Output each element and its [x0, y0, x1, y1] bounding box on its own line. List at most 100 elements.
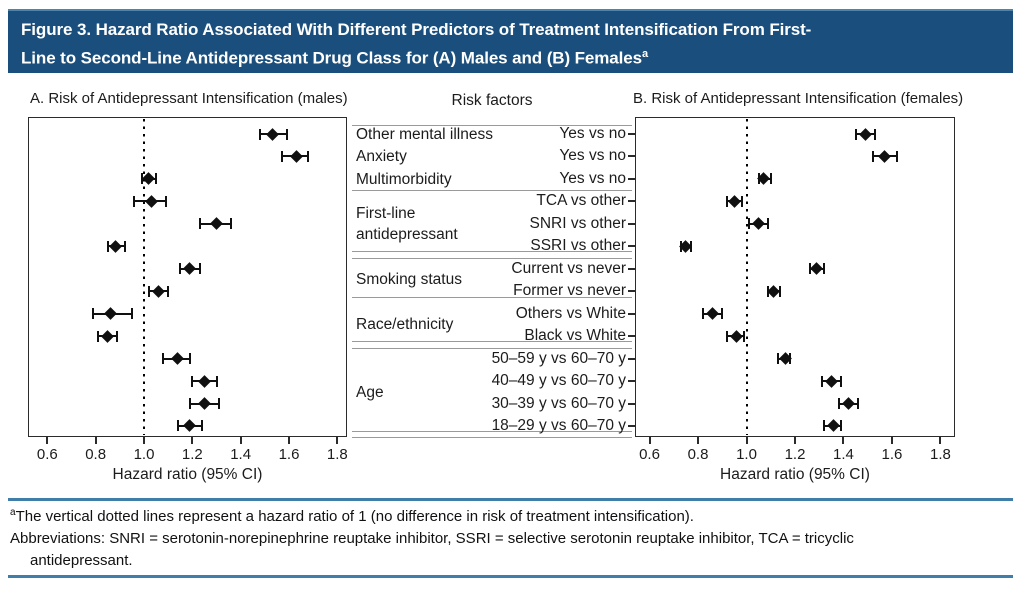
group-separator	[352, 125, 632, 126]
ci-cap-right	[767, 218, 770, 230]
ci-cap-left	[280, 150, 283, 162]
axis-tick-label: 1.0	[133, 446, 155, 463]
ci-cap-right	[840, 420, 843, 432]
ci-cap-right	[721, 308, 724, 320]
ci-cap-right	[217, 398, 220, 410]
comparator-label: 18–29 y vs 60–70 y	[491, 416, 626, 434]
axis-tick	[94, 437, 97, 444]
comparator-label: TCA vs other	[536, 192, 626, 210]
ci-cap-left	[147, 285, 150, 297]
comparator-label: Former vs never	[513, 282, 626, 300]
axis-tick	[288, 437, 290, 444]
ci-cap-right	[895, 150, 898, 162]
ci-cap-right	[188, 353, 191, 365]
axis-tick-label: 0.8	[85, 446, 107, 463]
ci-cap-left	[823, 420, 826, 432]
row-tick	[628, 267, 635, 270]
figure-title-line2: Line to Second-Line Antidepressant Drug …	[21, 42, 1013, 71]
comparator-label: Current vs never	[511, 259, 626, 277]
ci-cap-left	[701, 308, 704, 320]
ci-cap-right	[167, 285, 170, 297]
panel-a-title: A. Risk of Antidepressant Intensificatio…	[30, 90, 348, 107]
risk-factor-label: Multimorbidity	[356, 170, 452, 188]
ci-cap-right	[155, 173, 158, 185]
ci-cap-left	[133, 195, 136, 207]
group-separator	[352, 251, 632, 252]
ci-cap-left	[162, 353, 165, 365]
row-tick	[628, 177, 635, 180]
footnote-superscript: a	[10, 507, 16, 518]
comparator-label: SSRI vs other	[530, 237, 626, 255]
ci-cap-right	[779, 285, 782, 297]
group-separator	[352, 190, 632, 191]
axis-tick	[939, 437, 942, 444]
group-separator	[352, 347, 632, 349]
panel-a-xaxis-label: Hazard ratio (95% CI)	[112, 466, 263, 483]
row-tick	[628, 357, 635, 360]
ci-cap-left	[176, 420, 179, 432]
row-tick	[628, 245, 635, 248]
axis-tick-label: 1.0	[736, 446, 757, 463]
row-tick	[628, 312, 635, 315]
footnote-line3: antidepressant.	[30, 552, 133, 569]
risk-factor-label: Other mental illness	[356, 126, 493, 143]
axis-tick	[697, 437, 700, 444]
ci-cap-left	[837, 398, 840, 410]
row-tick	[628, 290, 635, 293]
axis-tick-label: 0.6	[639, 446, 660, 463]
row-tick	[628, 380, 635, 383]
group-separator	[352, 297, 632, 298]
axis-tick-label: 0.8	[687, 446, 709, 463]
axis-tick	[191, 437, 194, 444]
axis-tick-label: 0.6	[36, 446, 58, 463]
risk-factor-group-label: Smoking status	[356, 271, 462, 289]
row-tick	[628, 335, 635, 338]
ci-cap-right	[857, 398, 860, 410]
comparator-label: 30–39 y vs 60–70 y	[491, 394, 626, 412]
ci-cap-left	[726, 330, 729, 342]
panel-b-title: B. Risk of Antidepressant Intensificatio…	[633, 90, 964, 107]
ci-cap-right	[740, 195, 743, 207]
axis-tick	[239, 437, 242, 444]
ci-cap-left	[820, 375, 823, 387]
ci-cap-left	[259, 128, 261, 140]
axis-tick	[745, 437, 748, 444]
risk-factor-group-label: Age	[356, 383, 384, 401]
axis-tick-label: 1.4	[230, 446, 252, 463]
footnote-top-rule	[8, 498, 1013, 501]
comparator-label: Black vs White	[524, 327, 626, 345]
row-tick	[628, 402, 635, 405]
ci-cap-right	[307, 150, 310, 162]
ci-cap-left	[726, 195, 729, 207]
ci-cap-right	[130, 308, 133, 320]
axis-tick	[336, 437, 339, 444]
figure-title-line2-text: Line to Second-Line Antidepressant Drug …	[21, 48, 642, 68]
ci-cap-left	[777, 353, 780, 365]
ci-cap-right	[123, 240, 126, 252]
ci-cap-right	[769, 173, 772, 185]
comparator-label: SNRI vs other	[529, 214, 626, 232]
plot-frame	[28, 117, 347, 437]
axis-tick-label: 1.2	[181, 446, 203, 463]
panel-b-xaxis-label: Hazard ratio (95% CI)	[720, 466, 870, 483]
reference-line	[143, 119, 145, 435]
ci-cap-left	[747, 218, 750, 230]
ci-cap-left	[92, 308, 95, 320]
footnote-line1-text: The vertical dotted lines represent a ha…	[15, 508, 694, 525]
ci-cap-right	[840, 375, 843, 387]
ci-cap-right	[823, 263, 826, 275]
ci-cap-right	[285, 128, 288, 140]
footnote-line2: Abbreviations: SNRI = serotonin-norepine…	[10, 530, 854, 547]
axis-tick	[143, 437, 145, 444]
ci-cap-right	[116, 330, 119, 342]
plot-frame	[635, 117, 955, 437]
figure-title-superscript: a	[641, 48, 649, 60]
comparator-label: 40–49 y vs 60–70 y	[491, 372, 626, 390]
ci-cap-right	[215, 375, 218, 387]
ci-cap-left	[106, 240, 109, 252]
ci-cap-left	[808, 263, 811, 275]
axis-tick-label: 1.6	[278, 446, 300, 463]
axis-tick-label: 1.8	[930, 446, 951, 463]
risk-factor-label: Anxiety	[356, 148, 407, 166]
